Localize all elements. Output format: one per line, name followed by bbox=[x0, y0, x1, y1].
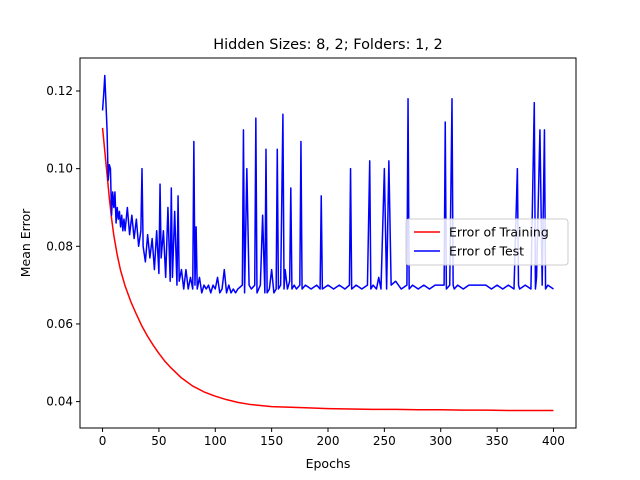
x-tick-label: 250 bbox=[373, 434, 396, 448]
x-axis-ticks: 0 50 100 150 200 250 300 350 400 bbox=[99, 428, 565, 448]
y-tick-label: 0.06 bbox=[46, 317, 73, 331]
legend-label-0: Error of Training bbox=[449, 225, 549, 240]
x-axis-label: Epochs bbox=[306, 456, 351, 471]
x-tick-label: 50 bbox=[151, 434, 166, 448]
legend: Error of Training Error of Test bbox=[405, 218, 569, 266]
y-tick-label: 0.08 bbox=[46, 239, 73, 253]
chart-title: Hidden Sizes: 8, 2; Folders: 1, 2 bbox=[213, 37, 443, 53]
y-axis-label: Mean Error bbox=[18, 208, 33, 277]
legend-box bbox=[405, 218, 569, 266]
x-tick-label: 200 bbox=[317, 434, 340, 448]
x-tick-label: 150 bbox=[260, 434, 283, 448]
x-tick-label: 350 bbox=[486, 434, 509, 448]
plot-lines bbox=[101, 74, 554, 412]
y-axis-ticks: 0.04 0.06 0.08 0.10 0.12 bbox=[46, 84, 80, 409]
legend-label-1: Error of Test bbox=[449, 244, 524, 259]
x-tick-label: 0 bbox=[99, 434, 107, 448]
x-tick-label: 100 bbox=[204, 434, 227, 448]
y-tick-label: 0.04 bbox=[46, 395, 73, 409]
x-tick-label: 300 bbox=[429, 434, 452, 448]
y-tick-label: 0.10 bbox=[46, 162, 73, 176]
x-tick-label: 400 bbox=[542, 434, 565, 448]
series-line-0 bbox=[101, 127, 554, 412]
series-line-1 bbox=[101, 74, 554, 294]
y-tick-label: 0.12 bbox=[46, 84, 73, 98]
